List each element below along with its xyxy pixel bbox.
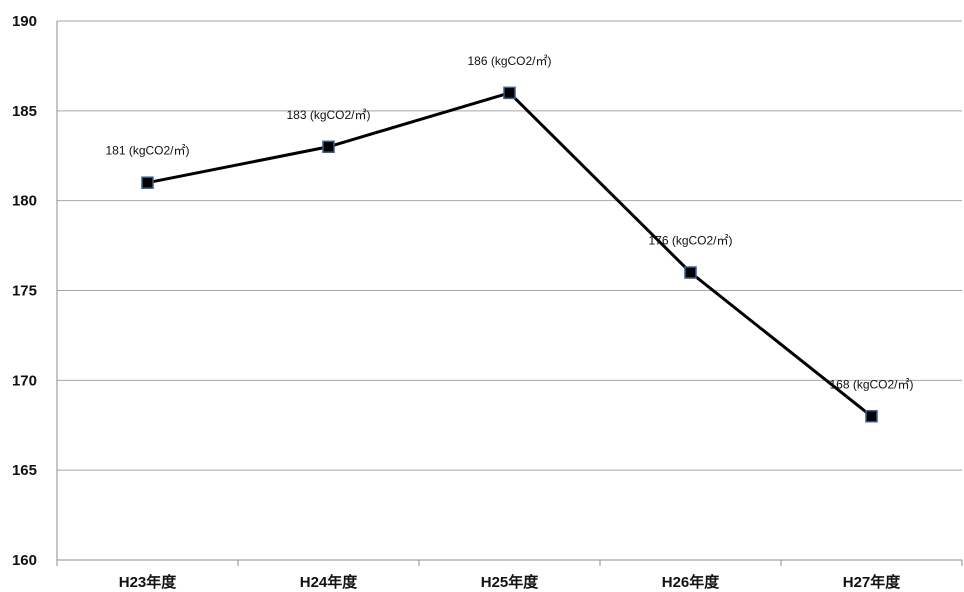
y-tick-label: 180 <box>12 193 37 210</box>
data-label: 183 (kgCO2/㎡) <box>286 108 370 122</box>
y-tick-label: 160 <box>12 552 37 569</box>
data-point-marker <box>865 410 878 423</box>
data-point-marker <box>684 266 697 279</box>
x-tick-label: H24年度 <box>300 573 359 591</box>
data-label: 186 (kgCO2/㎡) <box>467 54 551 68</box>
x-tick-label: H27年度 <box>843 573 902 591</box>
series-line <box>147 91 873 418</box>
data-label: 168 (kgCO2/㎡) <box>829 377 913 391</box>
y-tick-label: 185 <box>12 103 37 120</box>
y-tick-label: 175 <box>12 283 37 300</box>
y-axis-ticks: 160 165 170 175 180 185 190 <box>12 13 37 569</box>
x-tick-label: H23年度 <box>119 573 178 591</box>
data-point-marker <box>141 176 154 189</box>
series-group <box>141 86 878 423</box>
data-point-marker <box>322 140 335 154</box>
y-tick-label: 165 <box>12 462 37 479</box>
data-labels: 181 (kgCO2/㎡) 183 (kgCO2/㎡) 186 (kgCO2/㎡) 1… <box>105 54 913 391</box>
y-tick-label: 170 <box>12 372 37 389</box>
x-tick-label: H25年度 <box>481 573 540 591</box>
gridlines <box>57 20 962 471</box>
x-tick-label: H26年度 <box>662 573 721 591</box>
data-point-marker <box>503 86 516 100</box>
data-label: 181 (kgCO2/㎡) <box>105 144 189 158</box>
x-axis-ticks: H23年度 H24年度 H25年度 H26年度 H27年度 <box>119 573 902 591</box>
axes <box>56 21 963 566</box>
y-tick-label: 190 <box>12 13 37 30</box>
data-label: 176 (kgCO2/㎡) <box>648 234 732 248</box>
